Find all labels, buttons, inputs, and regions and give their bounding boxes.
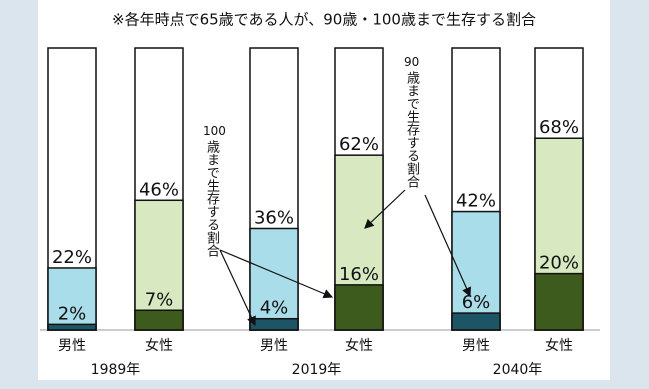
- x-tick-label: 男性: [58, 338, 86, 354]
- value-label: 46%: [139, 179, 179, 200]
- value-label: 42%: [456, 191, 496, 212]
- value-label: 62%: [339, 134, 379, 155]
- value-label: 68%: [539, 117, 579, 138]
- x-tick-label: 男性: [260, 338, 288, 354]
- bar: [47, 267, 97, 331]
- annotation-head: 100: [203, 124, 226, 138]
- annotation-head: 90: [404, 55, 420, 69]
- value-label: 4%: [260, 298, 289, 319]
- x-tick-label: 男性: [462, 338, 490, 354]
- bar: [451, 312, 501, 331]
- value-label: 16%: [339, 264, 379, 285]
- bar: [534, 272, 584, 331]
- bar: [47, 323, 97, 331]
- annotation: 歳まで生存する割合: [404, 71, 419, 188]
- x-tick-label: 女性: [545, 337, 573, 354]
- panel: [38, 0, 610, 380]
- x-tick-label: 女性: [345, 337, 373, 354]
- value-label: 6%: [462, 292, 491, 313]
- bar: [134, 309, 184, 331]
- value-label: 7%: [145, 289, 174, 310]
- value-label: 20%: [539, 253, 579, 274]
- bar: [451, 210, 501, 331]
- bar: [134, 199, 184, 331]
- value-label: 36%: [254, 207, 294, 228]
- group-label: 2019年: [292, 362, 342, 378]
- bar: [334, 284, 384, 331]
- group-label: 1989年: [91, 362, 141, 378]
- group-label: 2040年: [493, 362, 543, 378]
- annotation: 歳まで生存する割合: [204, 140, 219, 257]
- arrows: [219, 189, 471, 327]
- value-label: 22%: [52, 247, 92, 268]
- bar: [249, 317, 299, 331]
- chart-title: ※各年時点で65歳である人が、90歳・100歳まで生存する割合: [112, 11, 536, 29]
- value-label: 2%: [58, 303, 87, 324]
- x-tick-label: 女性: [145, 337, 173, 354]
